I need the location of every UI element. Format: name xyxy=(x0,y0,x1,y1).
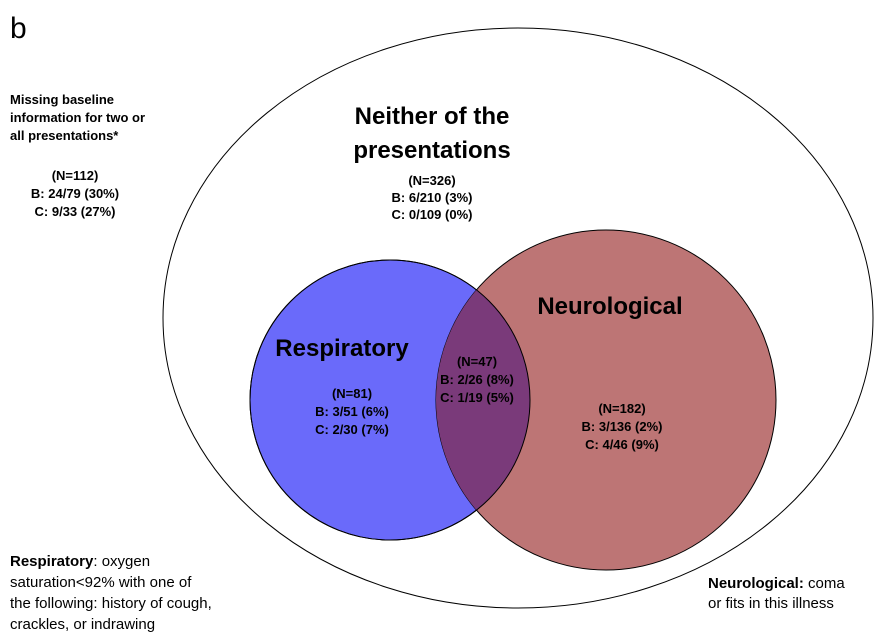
region-label: presentations xyxy=(353,137,510,164)
note-text: : oxygen xyxy=(93,553,150,570)
count: (N=112) xyxy=(52,168,99,183)
missing-heading: Missing baseline xyxy=(10,92,114,107)
note-text: or fits in this illness xyxy=(708,595,834,612)
count: C: 4/46 (9%) xyxy=(585,437,659,452)
count: C: 9/33 (27%) xyxy=(35,204,116,219)
count: (N=81) xyxy=(332,386,372,401)
note-term: Neurological: xyxy=(708,575,804,592)
count: B: 3/51 (6%) xyxy=(315,404,389,419)
count: C: 1/19 (5%) xyxy=(440,390,514,405)
count: B: 24/79 (30%) xyxy=(31,186,119,201)
missing-heading: information for two or xyxy=(10,110,145,125)
note-text: saturation<92% with one of xyxy=(10,574,192,591)
respiratory-outline xyxy=(249,259,531,541)
count: (N=182) xyxy=(598,401,645,416)
note: Neurological: coma xyxy=(708,575,845,592)
count: (N=47) xyxy=(457,354,497,369)
panel-label: b xyxy=(10,12,27,45)
region-label: Neurological xyxy=(537,293,682,320)
region-label: Neither of the xyxy=(355,103,510,130)
count: B: 2/26 (8%) xyxy=(440,372,514,387)
missing-heading: all presentations* xyxy=(10,128,119,143)
note-text: the following: history of cough, xyxy=(10,595,212,612)
count: (N=326) xyxy=(408,173,455,188)
count: C: 2/30 (7%) xyxy=(315,422,389,437)
count: C: 0/109 (0%) xyxy=(392,207,473,222)
count: B: 3/136 (2%) xyxy=(582,419,663,434)
note-text: crackles, or indrawing xyxy=(10,616,155,633)
count: B: 6/210 (3%) xyxy=(392,190,473,205)
note-term: Respiratory xyxy=(10,553,94,570)
note: Respiratory: oxygen xyxy=(10,553,150,570)
note-text: coma xyxy=(804,575,846,592)
region-label: Respiratory xyxy=(275,335,409,362)
